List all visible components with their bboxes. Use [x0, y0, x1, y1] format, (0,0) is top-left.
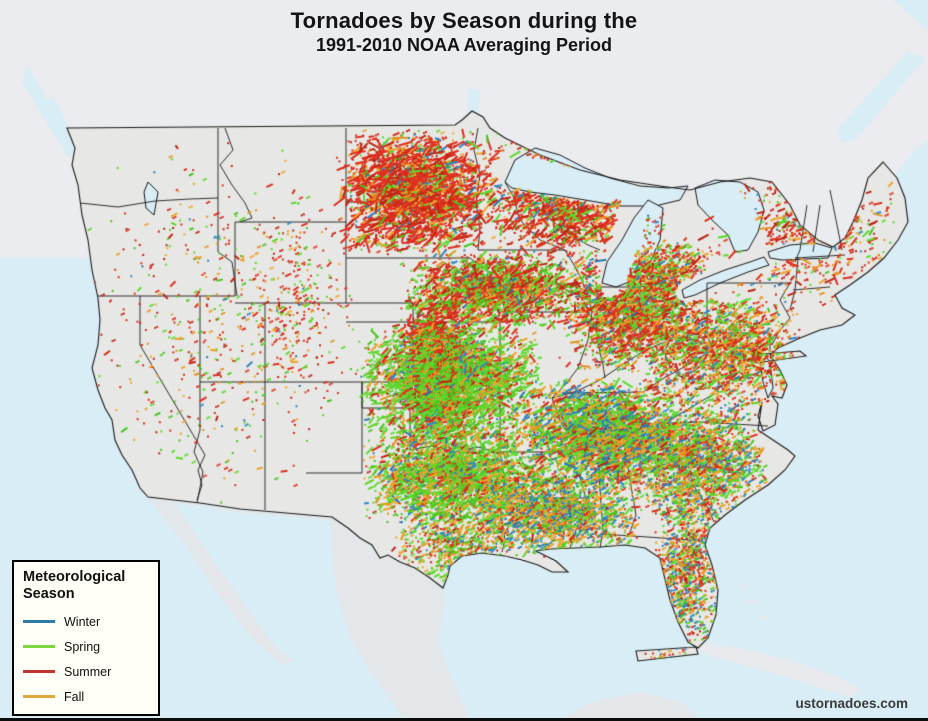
legend-item-fall: Fall	[23, 690, 149, 704]
legend-box: Meteorological Season Winter Spring Summer…	[12, 560, 160, 716]
summer-color-swatch	[23, 670, 55, 674]
legend-items: Winter Spring Summer Fall	[23, 615, 149, 704]
legend-item-spring: Spring	[23, 640, 149, 654]
legend-label: Spring	[64, 639, 101, 654]
winter-color-swatch	[23, 620, 55, 624]
legend-title: Meteorological Season	[23, 569, 149, 604]
legend-item-summer: Summer	[23, 665, 149, 679]
legend-label: Summer	[64, 664, 112, 679]
legend-label: Winter	[64, 614, 101, 629]
legend-item-winter: Winter	[23, 615, 149, 629]
spring-color-swatch	[23, 645, 55, 649]
fall-color-swatch	[23, 695, 55, 699]
legend-label: Fall	[64, 689, 85, 704]
watermark-text: ustornadoes.com	[795, 696, 908, 711]
bottom-border-line	[0, 718, 928, 721]
legend-title-line-1: Meteorological	[23, 569, 126, 585]
legend-title-line-2: Season	[23, 586, 75, 603]
